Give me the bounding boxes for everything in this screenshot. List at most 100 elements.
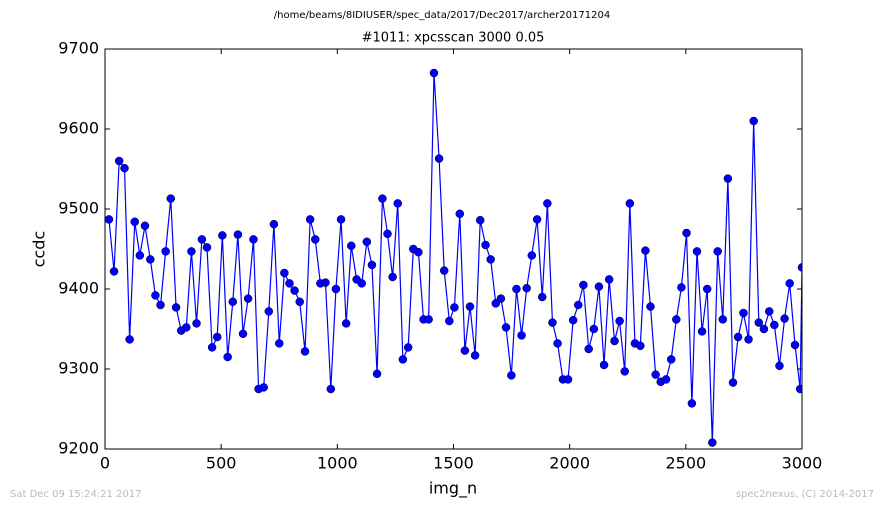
- data-point: [708, 438, 717, 447]
- footer-credit: spec2nexus, (C) 2014-2017: [736, 489, 874, 500]
- y-tick-label: 9200: [58, 439, 99, 458]
- data-point: [527, 251, 537, 260]
- data-point: [383, 229, 392, 239]
- data-point: [109, 267, 119, 276]
- data-point: [367, 260, 377, 270]
- data-point: [336, 215, 346, 224]
- y-tick-label: 9400: [58, 279, 99, 298]
- data-point: [501, 323, 511, 332]
- data-point: [538, 292, 547, 302]
- data-point: [259, 383, 268, 392]
- data-point: [295, 297, 304, 307]
- data-point: [140, 221, 150, 231]
- data-point: [733, 332, 743, 342]
- data-point: [321, 278, 330, 287]
- data-point: [496, 294, 506, 303]
- y-tick-label: 9500: [58, 199, 99, 218]
- data-point: [187, 247, 196, 256]
- data-point: [362, 237, 372, 247]
- data-point: [646, 302, 655, 311]
- data-point: [764, 307, 774, 316]
- data-point: [372, 369, 382, 379]
- data-point: [114, 156, 124, 166]
- y-tick-label: 9700: [58, 39, 99, 58]
- data-point: [269, 219, 279, 229]
- path-title: /home/beams/8IDIUSER/spec_data/2017/Dec2…: [274, 10, 610, 21]
- data-point: [357, 279, 366, 288]
- data-point: [702, 284, 712, 294]
- data-point: [151, 291, 160, 300]
- data-point: [439, 266, 449, 275]
- data-point: [445, 316, 454, 326]
- data-point: [481, 240, 490, 250]
- x-tick-label: 0: [100, 454, 110, 473]
- x-tick-label: 1500: [433, 454, 474, 473]
- data-point: [171, 303, 181, 312]
- data-point: [135, 251, 145, 260]
- data-point: [434, 154, 444, 163]
- data-point: [512, 284, 521, 294]
- plot-area: [105, 68, 802, 447]
- data-point: [666, 355, 676, 364]
- data-point: [166, 194, 176, 203]
- data-point: [543, 199, 552, 208]
- data-point: [202, 243, 212, 252]
- data-point: [311, 235, 320, 244]
- x-tick-label: 3000: [782, 454, 823, 473]
- data-point: [393, 199, 402, 208]
- data-point: [264, 307, 274, 316]
- data-point: [331, 284, 341, 294]
- data-point: [450, 303, 459, 312]
- data-point: [692, 247, 702, 256]
- data-point: [207, 343, 217, 352]
- data-point: [429, 68, 439, 78]
- data-point: [604, 275, 614, 284]
- data-point: [610, 336, 619, 346]
- x-tick-label: 2500: [665, 454, 706, 473]
- x-tick-label: 2000: [549, 454, 590, 473]
- data-point: [795, 384, 802, 394]
- y-axis-label: ccdc: [30, 231, 49, 268]
- data-point: [475, 215, 485, 225]
- data-point: [661, 375, 671, 384]
- data-point: [228, 297, 238, 307]
- data-point: [300, 347, 310, 356]
- data-point: [233, 230, 243, 239]
- data-point: [589, 324, 599, 334]
- data-point: [517, 331, 526, 340]
- data-point: [563, 375, 573, 384]
- data-point: [424, 315, 433, 324]
- data-point: [548, 318, 557, 327]
- data-point: [744, 335, 753, 344]
- data-point: [455, 209, 465, 219]
- data-point: [507, 371, 516, 380]
- data-point: [641, 246, 650, 255]
- data-line: [108, 72, 802, 443]
- data-point: [223, 352, 232, 362]
- data-point: [553, 339, 562, 348]
- data-point: [780, 314, 789, 323]
- data-point: [785, 279, 794, 288]
- data-point: [414, 247, 423, 257]
- data-point: [105, 215, 114, 224]
- x-axis-label: img_n: [429, 479, 477, 499]
- data-point: [460, 346, 470, 355]
- data-point: [620, 367, 629, 376]
- data-point: [579, 280, 588, 290]
- data-point: [728, 378, 738, 387]
- data-point: [615, 316, 624, 326]
- data-point: [687, 399, 697, 408]
- data-point: [403, 343, 413, 352]
- data-point: [636, 341, 645, 351]
- data-point: [677, 283, 686, 292]
- data-point: [249, 235, 258, 244]
- data-point: [470, 351, 480, 360]
- data-point: [275, 339, 284, 348]
- data-point: [305, 215, 315, 224]
- data-point: [398, 355, 408, 364]
- data-point: [218, 231, 227, 240]
- data-point: [388, 272, 397, 282]
- data-point: [749, 116, 758, 126]
- data-point: [347, 241, 356, 251]
- data-point: [378, 194, 387, 203]
